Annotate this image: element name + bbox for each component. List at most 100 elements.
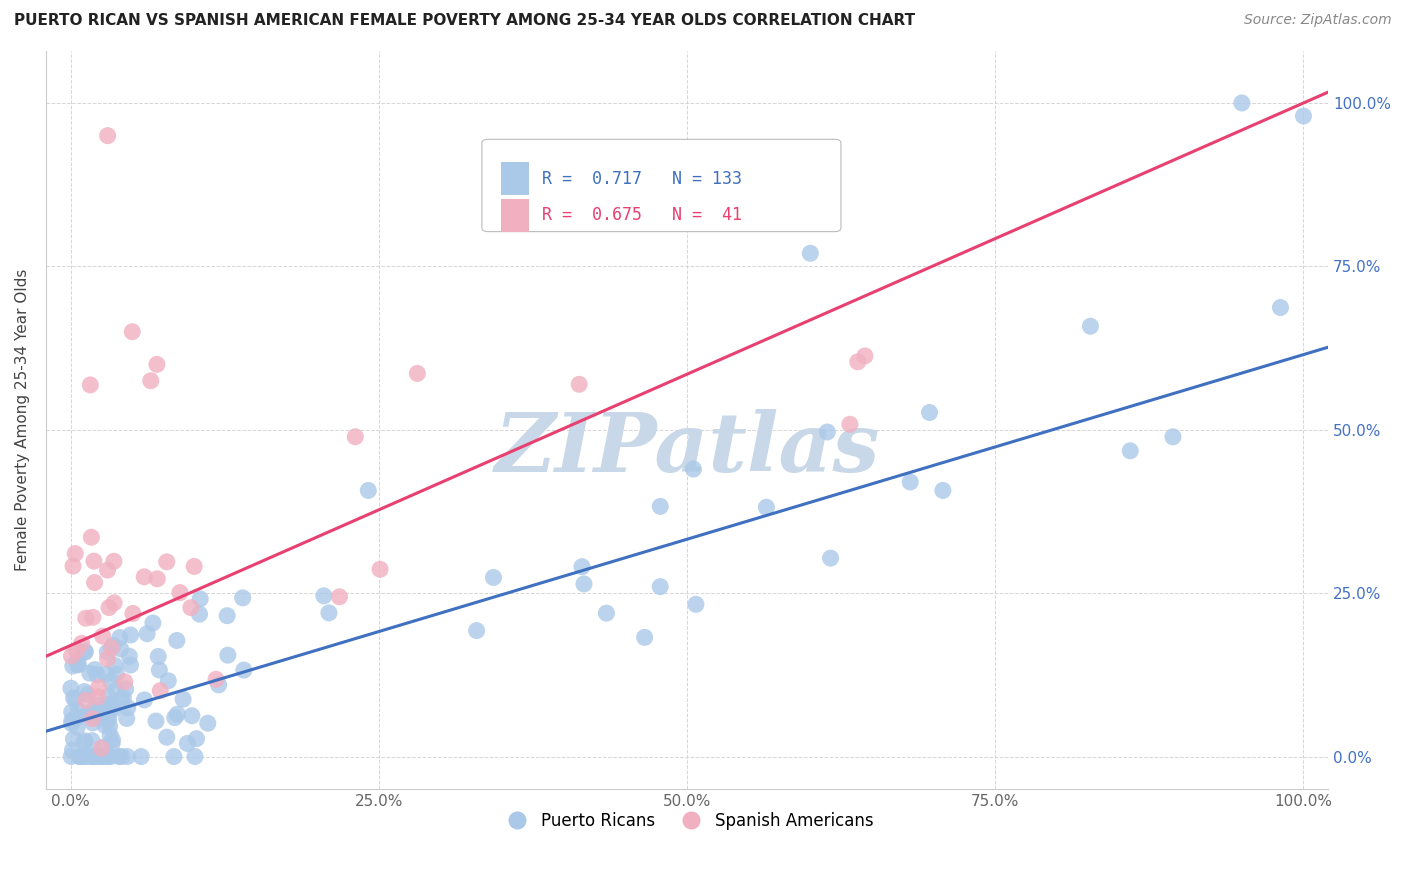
Point [406,367,429,381]
Point [62,690,84,705]
Point [163,749,186,764]
Point [80,708,103,723]
Text: R =  0.717   N = 133: R = 0.717 N = 133 [543,169,742,187]
Point [108,749,131,764]
Point [117,700,139,714]
Point [163,711,186,725]
Point [69,749,91,764]
Text: PUERTO RICAN VS SPANISH AMERICAN FEMALE POVERTY AMONG 25-34 YEAR OLDS CORRELATIO: PUERTO RICAN VS SPANISH AMERICAN FEMALE … [14,13,915,29]
Point [87,698,110,713]
Point [66,710,89,724]
Point [136,626,159,640]
Point [482,570,505,584]
Point [67,657,90,672]
Point [101,639,124,653]
Point [188,591,211,606]
Point [105,667,128,681]
Point [89,749,111,764]
Text: ZIPatlas: ZIPatlas [495,409,880,490]
Point [90,741,112,756]
Point [650,580,672,594]
Point [114,681,136,696]
Point [62,659,84,673]
Point [86,749,108,764]
Point [846,355,869,369]
Point [145,714,167,728]
Point [70,636,93,650]
Point [87,681,110,695]
Point [66,720,89,734]
Point [232,663,254,677]
Point [838,417,860,432]
Point [93,739,115,754]
Point [91,629,114,643]
Point [96,712,118,726]
Point [1230,95,1253,110]
Point [75,611,97,625]
Point [110,693,132,707]
Point [97,749,120,764]
Point [172,692,194,706]
Point [166,633,188,648]
Point [148,663,170,677]
Point [110,749,132,764]
Point [932,483,955,498]
Point [69,749,91,764]
FancyBboxPatch shape [501,199,529,232]
Point [180,708,202,723]
Point [101,732,124,747]
Point [108,631,131,645]
Text: R =  0.675   N =  41: R = 0.675 N = 41 [543,206,742,224]
Point [73,684,96,698]
Point [77,688,100,702]
Point [76,707,98,722]
Point [89,711,111,725]
Point [148,649,170,664]
Point [634,631,657,645]
Point [142,615,165,630]
Point [121,325,143,339]
Point [62,743,84,757]
Point [66,654,89,668]
Text: Source: ZipAtlas.com: Source: ZipAtlas.com [1244,13,1392,28]
Point [207,678,229,692]
Point [368,562,391,576]
Point [97,690,120,704]
Point [65,547,87,561]
Point [96,645,118,659]
FancyBboxPatch shape [482,139,841,232]
Point [146,572,169,586]
Point [129,749,152,764]
Point [232,591,254,605]
Point [344,430,367,444]
Point [70,749,93,764]
Point [73,734,96,748]
Point [83,749,105,764]
Point [685,598,707,612]
Point [100,674,122,689]
Point [112,690,135,705]
Point [180,600,202,615]
Point [67,704,90,718]
Point [357,483,380,498]
Point [80,733,103,747]
Point [76,749,98,764]
Point [98,728,121,742]
Point [318,606,340,620]
Point [312,589,335,603]
Point [87,690,110,704]
Point [110,641,132,656]
Point [820,551,842,566]
Point [73,645,96,659]
Point [149,683,172,698]
Point [86,668,108,682]
Point [156,730,179,744]
Point [134,570,156,584]
Point [134,693,156,707]
Point [73,735,96,749]
Point [650,500,672,514]
Point [115,711,138,725]
Point [156,555,179,569]
Legend: Puerto Ricans, Spanish Americans: Puerto Ricans, Spanish Americans [494,805,880,837]
Point [918,405,941,419]
